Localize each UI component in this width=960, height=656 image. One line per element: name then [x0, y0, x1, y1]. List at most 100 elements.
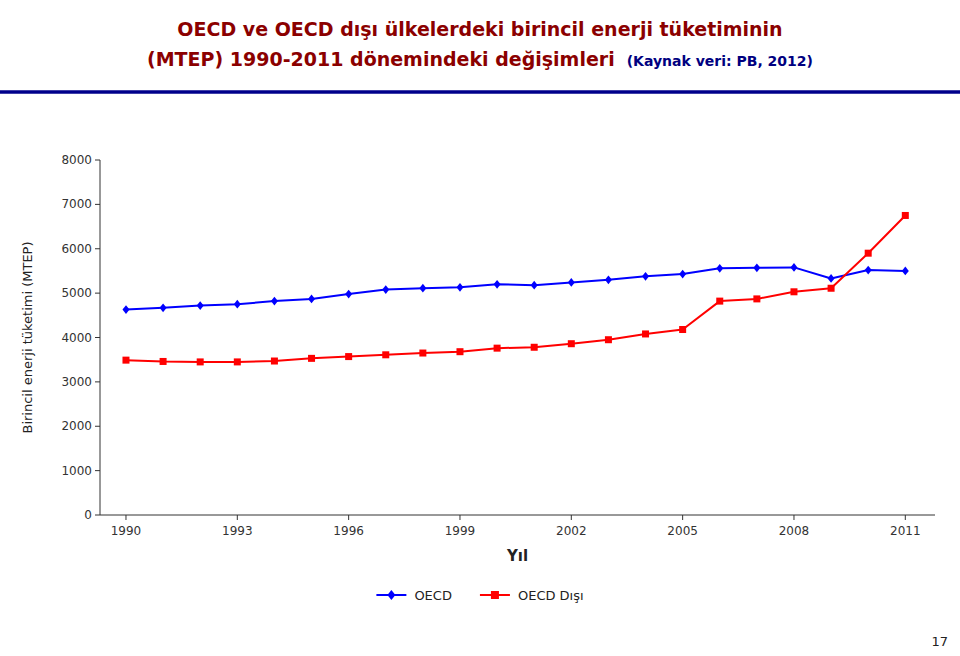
legend-item: OECD — [376, 588, 452, 603]
series-line — [126, 215, 905, 361]
data-point — [160, 358, 167, 365]
series-line — [126, 267, 905, 309]
x-tick-label: 1999 — [445, 524, 476, 538]
x-tick-label: 2011 — [890, 524, 921, 538]
data-point — [382, 285, 389, 294]
data-point — [308, 355, 315, 362]
data-point — [271, 358, 278, 365]
data-point — [568, 278, 575, 287]
y-tick-label: 0 — [84, 508, 92, 522]
x-tick-label: 2008 — [779, 524, 810, 538]
source-note: (Kaynak veri: PB, 2012) — [627, 53, 813, 69]
x-tick — [905, 515, 906, 520]
x-tick-label: 1993 — [222, 524, 253, 538]
y-tick-label: 5000 — [61, 286, 92, 300]
data-point — [382, 351, 389, 358]
data-point — [234, 300, 241, 309]
data-point — [160, 303, 167, 312]
data-point — [419, 284, 426, 293]
x-tick — [237, 515, 238, 520]
x-axis-line — [100, 515, 935, 516]
data-point — [753, 295, 760, 302]
data-point — [122, 357, 129, 364]
data-point — [494, 345, 501, 352]
page-number: 17 — [931, 634, 948, 649]
data-point — [494, 280, 501, 289]
data-point — [531, 344, 538, 351]
y-tick-label: 3000 — [61, 375, 92, 389]
data-point — [234, 358, 241, 365]
legend-marker — [491, 591, 499, 599]
x-tick-label: 1990 — [111, 524, 142, 538]
data-point — [716, 298, 723, 305]
data-point — [605, 275, 612, 284]
x-tick — [459, 515, 460, 520]
legend-label: OECD Dışı — [518, 588, 584, 603]
y-tick-label: 7000 — [61, 197, 92, 211]
y-tick — [95, 515, 100, 516]
y-tick — [95, 337, 100, 338]
data-point — [122, 305, 129, 314]
data-point — [642, 272, 649, 281]
data-point — [197, 358, 204, 365]
data-point — [345, 353, 352, 360]
y-tick-label: 1000 — [61, 464, 92, 478]
x-tick — [571, 515, 572, 520]
y-tick — [95, 204, 100, 205]
y-axis-label: Birincil enerji tüketimi (MTEP) — [20, 241, 35, 433]
header-rule — [0, 90, 960, 94]
plot-area — [122, 212, 908, 365]
legend-label: OECD — [414, 588, 452, 603]
x-tick — [682, 515, 683, 520]
data-point — [271, 297, 278, 306]
subtitle: (MTEP) 1990-2011 dönemindeki değişimleri — [147, 48, 615, 70]
data-point — [308, 295, 315, 304]
data-point — [902, 267, 909, 276]
data-point — [605, 336, 612, 343]
data-point — [716, 264, 723, 273]
data-point — [197, 301, 204, 310]
x-tick — [125, 515, 126, 520]
data-point — [865, 250, 872, 257]
y-tick-label: 4000 — [61, 331, 92, 345]
chart: OECD ve OECD dışı ülkelerdeki birincil e… — [0, 0, 960, 656]
x-tick-label: 1996 — [333, 524, 364, 538]
x-tick — [793, 515, 794, 520]
data-point — [828, 285, 835, 292]
x-axis-label: Yıl — [506, 547, 528, 565]
series — [122, 263, 908, 314]
y-tick-label: 2000 — [61, 419, 92, 433]
y-tick — [95, 293, 100, 294]
x-tick — [348, 515, 349, 520]
y-tick — [95, 426, 100, 427]
title: OECD ve OECD dışı ülkelerdeki birincil e… — [177, 18, 782, 40]
y-tick-label: 8000 — [61, 153, 92, 167]
data-point — [419, 350, 426, 357]
data-point — [753, 263, 760, 272]
y-tick — [95, 160, 100, 161]
data-point — [790, 263, 797, 272]
legend-item: OECD Dışı — [480, 588, 584, 603]
series — [122, 212, 908, 365]
data-point — [865, 266, 872, 275]
y-tick — [95, 470, 100, 471]
data-point — [679, 270, 686, 279]
x-tick-label: 2005 — [667, 524, 698, 538]
data-point — [790, 288, 797, 295]
data-point — [642, 330, 649, 337]
axes: 0 1000 2000 3000 4000 5000 6000 7000 8000 1990 199… — [61, 153, 935, 538]
legend-marker — [387, 590, 395, 600]
data-point — [531, 281, 538, 290]
x-tick-label: 2002 — [556, 524, 587, 538]
data-point — [345, 290, 352, 299]
y-tick-label: 6000 — [61, 242, 92, 256]
y-tick — [95, 381, 100, 382]
y-tick — [95, 248, 100, 249]
data-point — [568, 340, 575, 347]
page: {"chart_data": { "type": "line", "title"… — [0, 0, 960, 656]
data-point — [679, 326, 686, 333]
legend: OECD OECD Dışı — [376, 588, 583, 603]
data-point — [456, 283, 463, 292]
data-point — [902, 212, 909, 219]
data-point — [456, 348, 463, 355]
